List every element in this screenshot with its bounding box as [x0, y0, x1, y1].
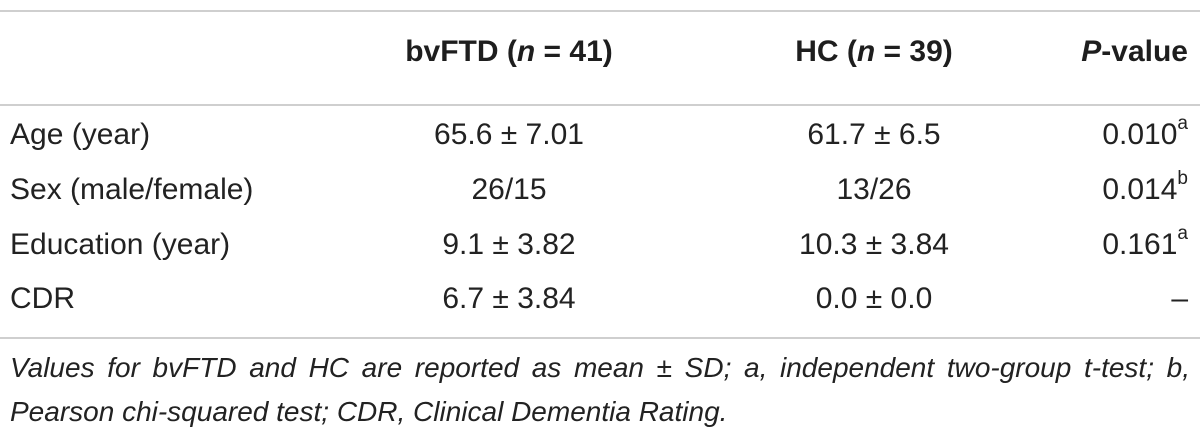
- header-hc: HC (n = 39): [795, 35, 953, 68]
- header-bvftd: bvFTD (n = 41): [405, 35, 613, 68]
- hc-value: 0.0 ± 0.0: [815, 282, 933, 315]
- p-value: –: [1171, 282, 1188, 315]
- header-rule: [0, 104, 1200, 106]
- bvftd-value: 26/15: [471, 173, 547, 206]
- p-value: 0.010a: [1102, 113, 1188, 151]
- row-label: CDR: [10, 282, 75, 315]
- bvftd-value: 65.6 ± 7.01: [434, 118, 584, 151]
- top-rule: [0, 10, 1200, 12]
- hc-value: 61.7 ± 6.5: [807, 118, 941, 151]
- table-footnote: Values for bvFTD and HC are reported as …: [10, 352, 1190, 427]
- table-row: CDR 6.7 ± 3.84 0.0 ± 0.0 –: [0, 271, 1200, 327]
- header-pvalue: P-value: [1081, 35, 1188, 68]
- p-value-superscript: a: [1177, 223, 1188, 244]
- table-header-row: bvFTD (n = 41) HC (n = 39) P-value: [0, 24, 1200, 80]
- table-row: Education (year) 9.1 ± 3.82 10.3 ± 3.84 …: [0, 217, 1200, 273]
- p-value-superscript: b: [1177, 168, 1188, 189]
- row-label: Education (year): [10, 228, 231, 261]
- p-value-superscript: a: [1177, 113, 1188, 134]
- bottom-rule: [0, 337, 1200, 339]
- row-label: Age (year): [10, 118, 151, 151]
- table-row: Sex (male/female) 26/15 13/26 0.014b: [0, 162, 1200, 218]
- hc-value: 10.3 ± 3.84: [799, 228, 949, 261]
- bvftd-value: 9.1 ± 3.82: [442, 228, 576, 261]
- table-row: Age (year) 65.6 ± 7.01 61.7 ± 6.5 0.010a: [0, 107, 1200, 163]
- hc-value: 13/26: [836, 173, 912, 206]
- p-value: 0.014b: [1102, 168, 1188, 206]
- p-value: 0.161a: [1102, 223, 1188, 261]
- row-label: Sex (male/female): [10, 173, 254, 206]
- bvftd-value: 6.7 ± 3.84: [442, 282, 576, 315]
